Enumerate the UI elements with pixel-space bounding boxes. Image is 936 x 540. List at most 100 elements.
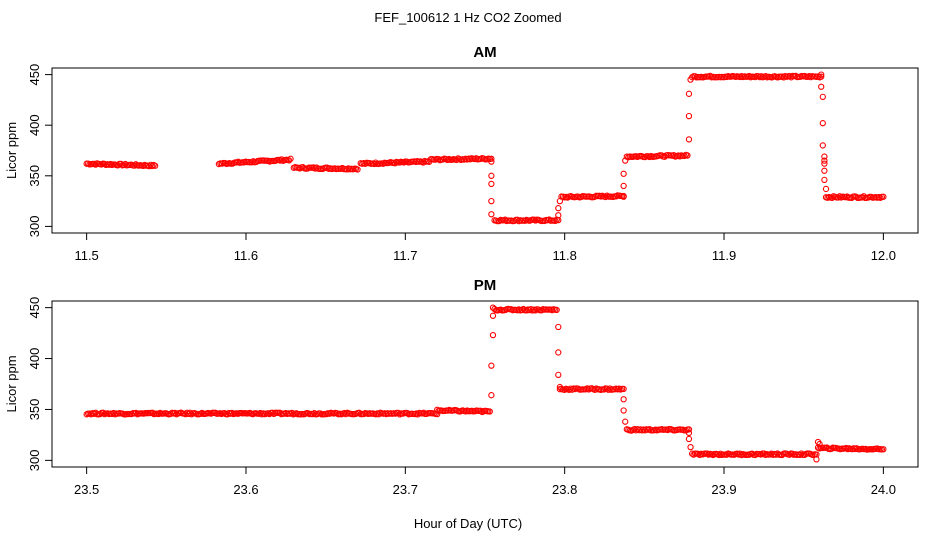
data-point [370, 160, 378, 168]
data-point-transition [685, 435, 693, 443]
data-point-transition [622, 418, 629, 425]
data-point [276, 409, 284, 416]
data-point-transition [821, 157, 828, 164]
data-point-transition [489, 304, 497, 311]
data-point [372, 159, 379, 166]
data-point-transition [685, 112, 693, 120]
data-point-transition [556, 197, 564, 205]
data-point [186, 409, 194, 416]
data-point [591, 386, 598, 393]
plot-frame-pm [51, 300, 919, 468]
y-tick-label-am: 400 [27, 114, 42, 136]
data-point-transition [685, 136, 693, 143]
data-point [414, 411, 421, 418]
data-point [762, 73, 769, 80]
data-point [420, 409, 427, 416]
data-point [880, 193, 887, 200]
data-point [341, 409, 348, 417]
panel-title-am: AM [473, 44, 496, 61]
data-point-transition [684, 152, 691, 159]
data-point-transition [620, 407, 627, 414]
data-point [685, 426, 693, 433]
data-point [269, 409, 276, 416]
data-point-transition [819, 93, 826, 101]
data-point [110, 409, 117, 417]
data-point-transition [489, 331, 497, 339]
data-point [149, 409, 156, 416]
data-point [435, 155, 442, 163]
data-point-transition [488, 180, 495, 188]
data-point [798, 450, 805, 457]
data-point [836, 193, 843, 200]
data-point-transition [488, 197, 495, 205]
data-point [221, 409, 228, 417]
data-point-transition [819, 142, 826, 149]
data-point [354, 166, 361, 173]
series-points-am [83, 71, 887, 225]
data-point [681, 152, 688, 160]
data-point [746, 72, 753, 80]
data-point-transition [816, 440, 823, 448]
data-point [278, 156, 285, 163]
data-point [92, 161, 99, 168]
data-point-transition [821, 153, 828, 160]
data-point-transition [555, 349, 562, 356]
x-axis-label: Hour of Day (UTC) [414, 516, 522, 531]
data-point [212, 409, 219, 416]
y-tick-label-pm: 400 [27, 348, 42, 370]
data-point [670, 151, 677, 159]
data-point [786, 73, 793, 80]
data-point-transition [488, 158, 495, 165]
data-point [792, 72, 799, 80]
x-tick-label-pm: 23.7 [393, 482, 418, 497]
data-point [132, 409, 140, 417]
data-point [131, 162, 138, 169]
data-point [834, 194, 842, 201]
data-point [395, 409, 402, 417]
data-point [152, 162, 159, 169]
data-point [285, 157, 293, 164]
data-point [488, 155, 495, 162]
data-point-transition [685, 90, 693, 97]
data-point [853, 193, 860, 200]
data-point [715, 451, 723, 459]
data-point [828, 194, 836, 202]
y-tick-label-am: 300 [27, 216, 42, 238]
x-tick-label-am: 12.0 [871, 248, 896, 263]
y-axis-label-pm: Licor ppm [4, 355, 19, 412]
data-point [567, 385, 574, 392]
x-tick-label-am: 11.5 [74, 248, 98, 263]
x-tick-label-pm: 23.6 [233, 482, 258, 497]
x-tick-label-am: 11.8 [553, 248, 577, 263]
data-point-transition [488, 392, 495, 399]
data-point [434, 411, 441, 418]
data-point [859, 194, 866, 201]
data-point [532, 307, 539, 314]
data-point [453, 156, 460, 164]
data-point [605, 386, 612, 393]
data-point [717, 450, 724, 457]
data-point [171, 409, 179, 417]
data-point [486, 408, 493, 415]
data-point [167, 410, 174, 418]
panel-am: AM Licor ppm 11.5 11.6 11.7 11.8 11.9 12.0 300 35… [4, 44, 919, 263]
x-tick-label-pm: 23.8 [552, 482, 577, 497]
data-point [96, 410, 104, 418]
data-point-transition [488, 172, 495, 179]
data-point-transition [819, 120, 826, 127]
data-point [147, 161, 154, 169]
data-point [326, 410, 333, 417]
data-point [114, 162, 122, 169]
panel-pm: PM Licor ppm 23.5 23.6 23.7 23.8 23.9 24.0 300 35… [4, 277, 919, 497]
data-point [690, 451, 697, 458]
data-point [843, 444, 850, 452]
data-point-transition [821, 167, 828, 174]
data-point [311, 410, 318, 417]
data-point [818, 73, 825, 80]
data-point [266, 410, 273, 418]
data-point-transition [818, 71, 825, 78]
panel-title-pm: PM [474, 277, 497, 294]
x-tick-label-pm: 23.5 [74, 482, 99, 497]
data-point-transition [620, 192, 627, 200]
